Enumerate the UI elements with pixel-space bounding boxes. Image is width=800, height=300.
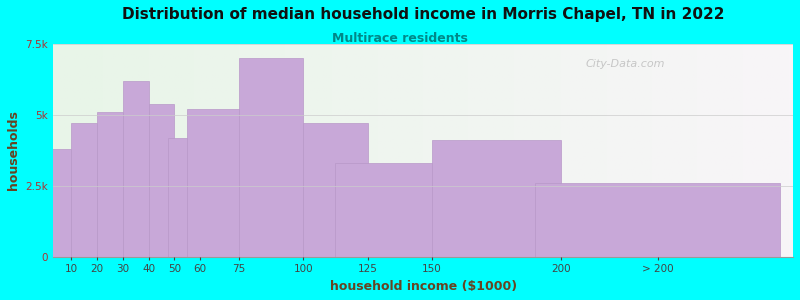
Y-axis label: households: households: [7, 110, 20, 190]
X-axis label: household income ($1000): household income ($1000): [330, 280, 517, 293]
Bar: [71, 123, 97, 257]
Text: Multirace residents: Multirace residents: [332, 32, 468, 44]
Bar: [335, 163, 464, 257]
Bar: [432, 140, 561, 257]
Bar: [149, 103, 174, 257]
Bar: [168, 138, 206, 257]
Bar: [46, 149, 71, 257]
Bar: [303, 123, 368, 257]
Bar: [97, 112, 122, 257]
Bar: [122, 81, 149, 257]
Bar: [187, 109, 252, 257]
Bar: [535, 183, 780, 257]
Title: Distribution of median household income in Morris Chapel, TN in 2022: Distribution of median household income …: [122, 7, 724, 22]
Bar: [238, 58, 303, 257]
Text: City-Data.com: City-Data.com: [586, 59, 666, 69]
